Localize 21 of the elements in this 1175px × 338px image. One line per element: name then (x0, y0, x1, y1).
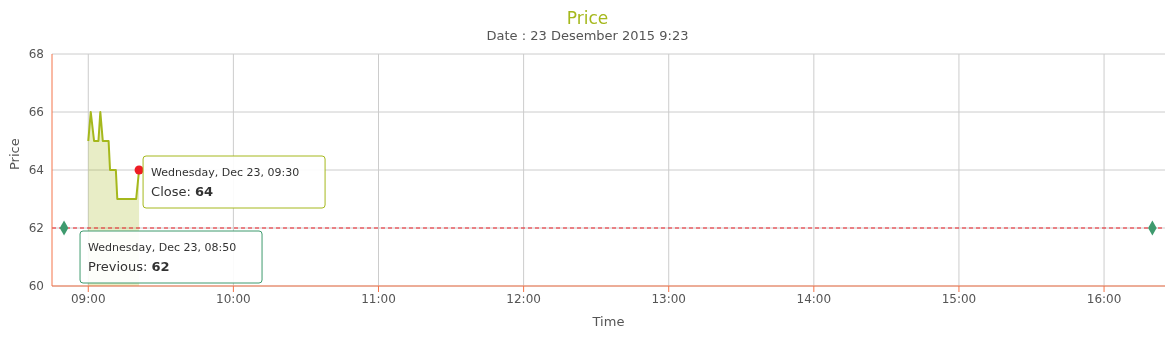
callout: Wednesday, Dec 23, 09:30 Close: 64 (142, 155, 326, 209)
x-tick-label: 09:00 (70, 291, 106, 306)
y-tick-label: 64 (28, 163, 44, 178)
x-tick-label: 15:00 (941, 291, 977, 306)
y-tick-label: 60 (28, 279, 44, 294)
chart-title: Price (565, 8, 610, 28)
y-tick-label: 66 (28, 105, 44, 120)
callout: Wednesday, Dec 23, 08:50 Previous: 62 (79, 230, 263, 284)
y-axis-title: Price (6, 138, 22, 170)
x-axis-title: Time (591, 314, 625, 329)
x-tick-label: 12:00 (506, 291, 541, 306)
x-tick-label: 16:00 (1086, 291, 1122, 306)
y-tick-label: 68 (28, 47, 44, 62)
x-tick-label: 11:00 (361, 291, 396, 306)
x-tick-label: 14:00 (796, 291, 832, 306)
x-tick-label: 10:00 (216, 291, 251, 306)
chart-subtitle: Date : 23 Desember 2015 9:23 (485, 28, 690, 44)
y-tick-label: 62 (28, 221, 44, 236)
annotation: Wednesday, Dec 23, 09:30 Close: 64 (151, 166, 300, 199)
annotation: Wednesday, Dec 23, 08:50 Previous: 62 (88, 241, 237, 274)
x-tick-label: 13:00 (651, 291, 687, 306)
